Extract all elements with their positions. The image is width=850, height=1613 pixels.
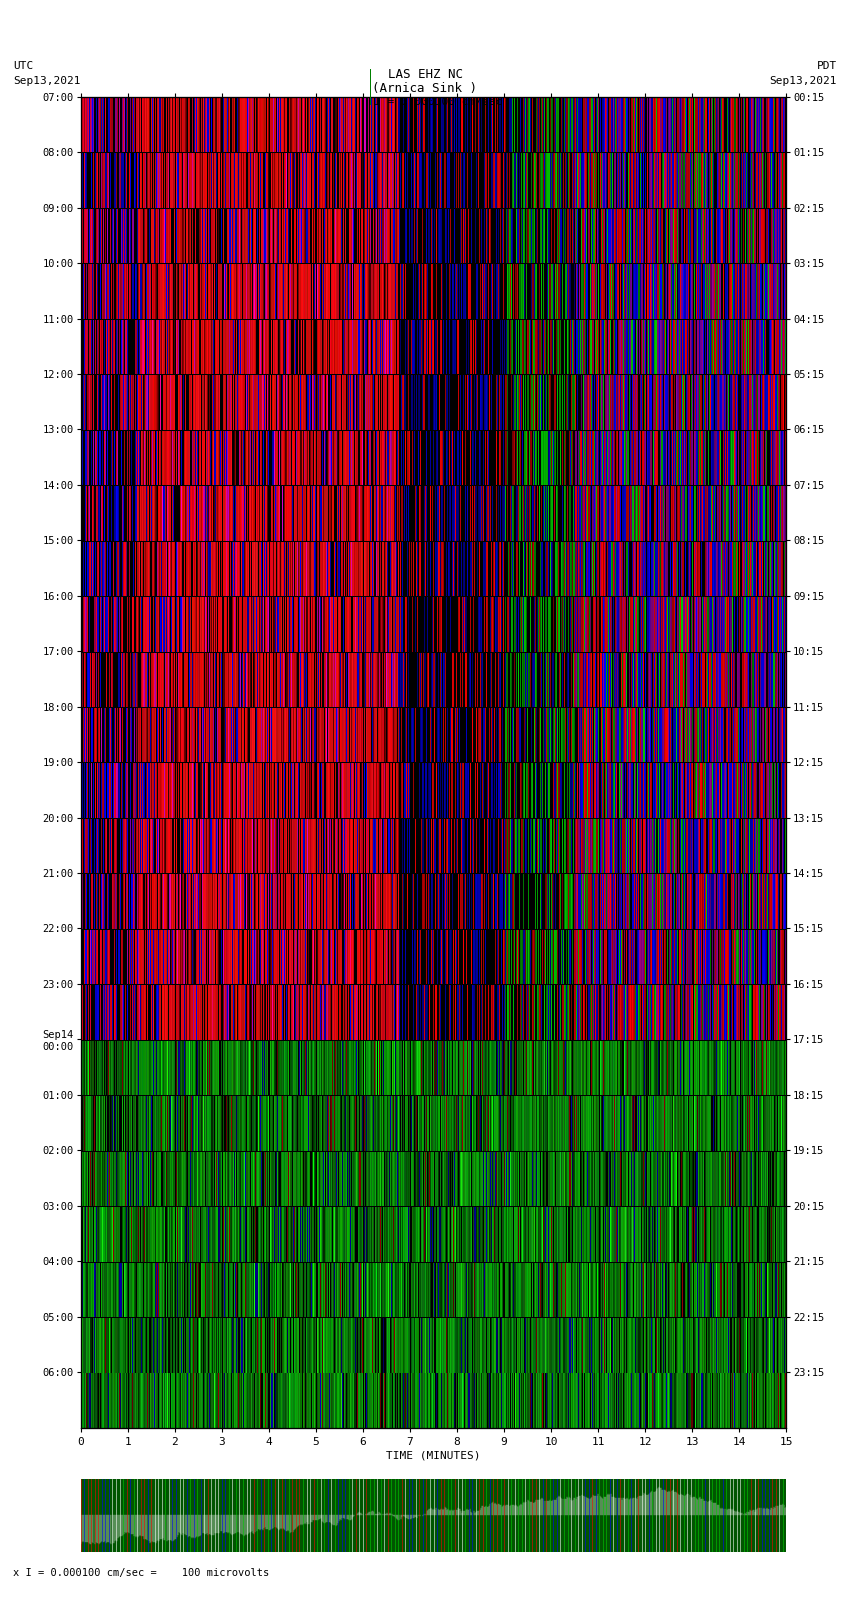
Text: Sep13,2021: Sep13,2021 <box>770 76 837 85</box>
X-axis label: TIME (MINUTES): TIME (MINUTES) <box>386 1450 481 1461</box>
Text: x I = 0.000100 cm/sec =    100 microvolts: x I = 0.000100 cm/sec = 100 microvolts <box>13 1568 269 1578</box>
Text: (Arnica Sink ): (Arnica Sink ) <box>372 82 478 95</box>
Text: PDT: PDT <box>817 61 837 71</box>
Text: UTC: UTC <box>13 61 33 71</box>
Text: Sep13,2021: Sep13,2021 <box>13 76 80 85</box>
Text: I = 0.000100 cm/sec: I = 0.000100 cm/sec <box>374 97 502 106</box>
Text: LAS EHZ NC: LAS EHZ NC <box>388 68 462 81</box>
